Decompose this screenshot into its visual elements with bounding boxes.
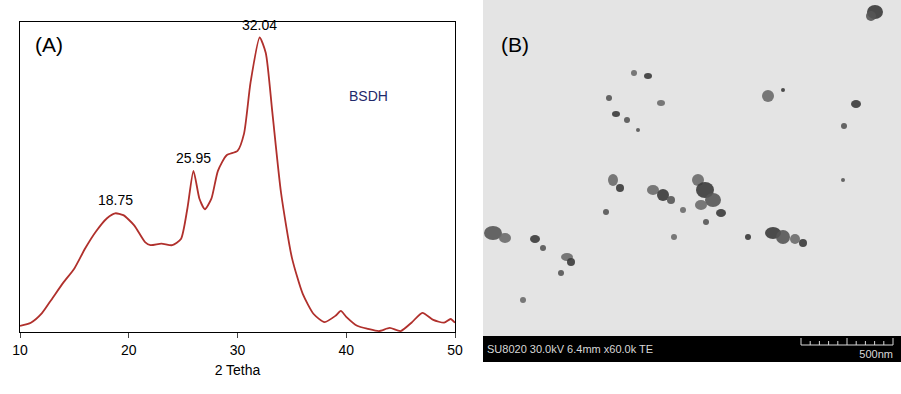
svg-text:40: 40 <box>338 342 354 358</box>
svg-text:25.95: 25.95 <box>176 150 211 166</box>
svg-text:500nm: 500nm <box>859 348 893 360</box>
svg-text:20: 20 <box>121 342 137 358</box>
svg-text:SU8020 30.0kV 6.4mm x60.0k TE: SU8020 30.0kV 6.4mm x60.0k TE <box>487 343 653 355</box>
svg-text:2 Tetha: 2 Tetha <box>215 362 261 378</box>
svg-text:(B): (B) <box>501 33 529 56</box>
svg-text:18.75: 18.75 <box>98 192 133 208</box>
svg-text:10: 10 <box>12 342 28 358</box>
svg-text:(A): (A) <box>35 33 63 56</box>
svg-text:32.04: 32.04 <box>242 17 277 33</box>
svg-text:50: 50 <box>447 342 463 358</box>
svg-text:30: 30 <box>230 342 246 358</box>
svg-text:BSDH: BSDH <box>349 88 388 104</box>
